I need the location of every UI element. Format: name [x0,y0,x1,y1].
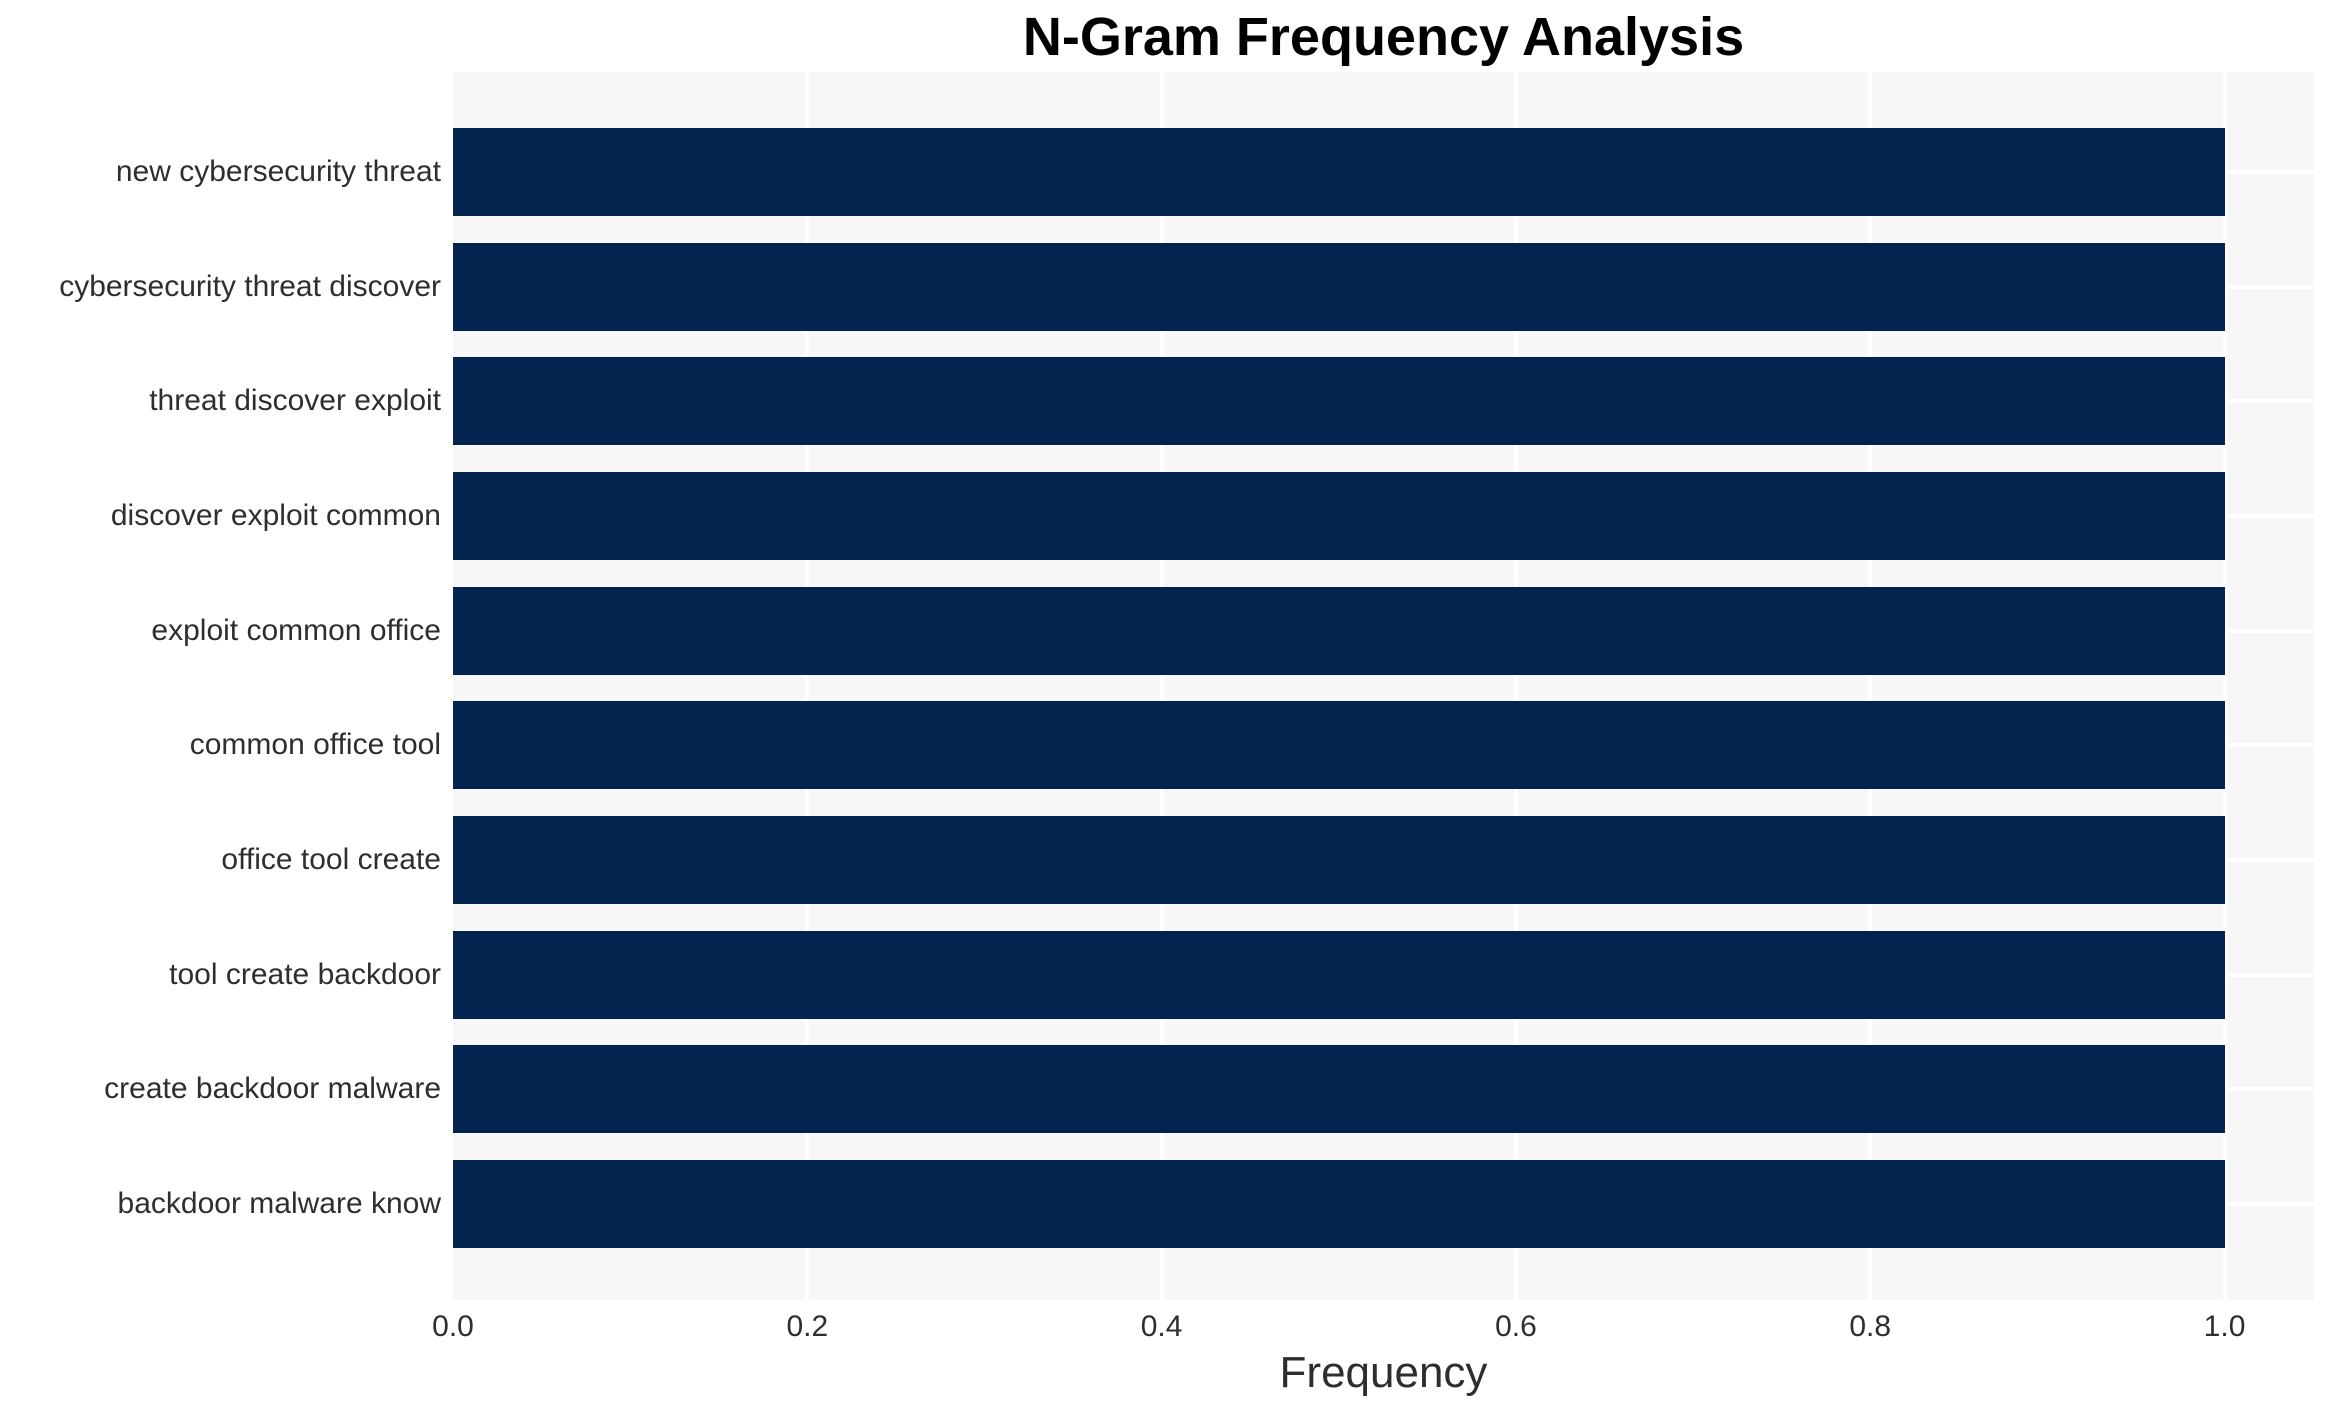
y-tick-label: office tool create [221,843,441,876]
vertical-gridline [2222,72,2227,1300]
y-tick-label: create backdoor malware [104,1072,441,1106]
chart-title: N-Gram Frequency Analysis [1022,7,1745,67]
bar [453,357,2225,446]
bar [453,930,2225,1019]
y-tick-label: threat discover exploit [149,384,441,418]
y-tick-label: common office tool [189,728,441,762]
y-tick-label: new cybersecurity threat [115,155,441,188]
bar [453,472,2225,560]
bar [453,128,2225,216]
bar [453,701,2225,790]
x-tick-label: 0.2 [786,1310,829,1343]
bar [453,586,2225,675]
x-tick-label: 0.0 [432,1310,474,1343]
vertical-gridline [1159,72,1164,1300]
bar [453,1045,2225,1134]
bar [453,242,2225,331]
bar [453,816,2225,904]
bar [453,1160,2225,1248]
x-tick-label: 0.6 [1495,1310,1537,1343]
y-tick-label: discover exploit common [110,499,441,532]
vertical-gridline [1513,72,1518,1300]
x-axis-title: Frequency [1279,1348,1488,1397]
y-tick-label: tool create backdoor [169,957,441,991]
y-tick-label: backdoor malware know [117,1187,441,1220]
x-tick-label: 0.4 [1140,1310,1183,1343]
vertical-gridline [1868,72,1873,1300]
x-tick-label: 1.0 [2203,1310,2246,1343]
x-tick-label: 0.8 [1849,1310,1892,1343]
y-tick-label: exploit common office [151,613,441,647]
plot-area [453,72,2314,1300]
vertical-gridline [805,72,810,1300]
y-tick-label: cybersecurity threat discover [59,269,441,303]
